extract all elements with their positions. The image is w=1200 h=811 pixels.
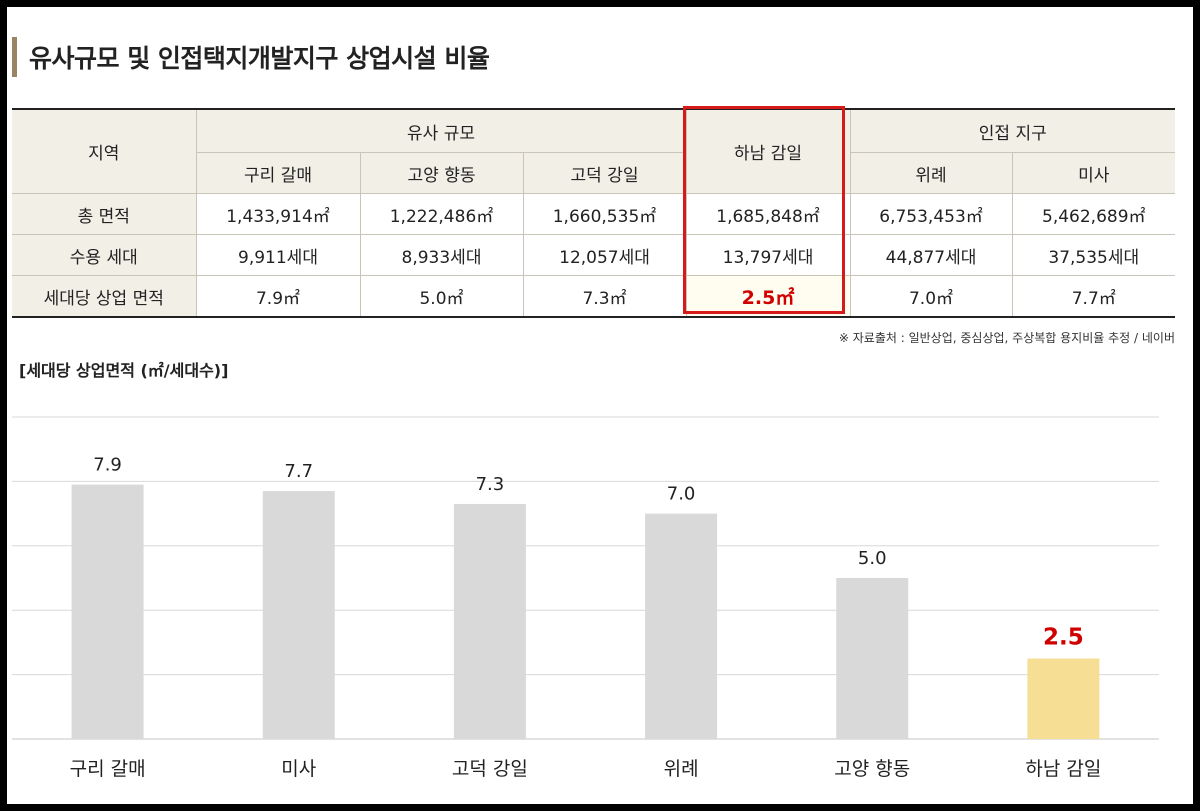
table-cell: 1,433,914㎡ [195, 193, 361, 235]
chart-bars [71, 484, 1100, 739]
column-header: 고덕 강일 [522, 152, 687, 194]
table-cell: 6,753,453㎡ [849, 193, 1013, 235]
source-note: ※ 자료출처 : 일반상업, 중심상업, 주상복합 용지비율 추정 / 네이버 [838, 331, 1175, 345]
column-header: 구리 갈매 [195, 152, 361, 194]
group-header-adjacent: 인접 지구 [849, 108, 1176, 153]
bar [453, 503, 526, 739]
chart-title: [세대당 상업면적 (㎡/세대수)] [19, 361, 229, 380]
table-cell: 9,911세대 [195, 234, 361, 276]
bar-value-label: 7.3 [476, 474, 505, 495]
table-cell: 12,057세대 [522, 234, 687, 276]
row-label: 세대당 상업 면적 [12, 275, 197, 318]
title-block: 유사규모 및 인접택지개발지구 상업시설 비율 [12, 35, 490, 79]
table-cell: 1,685,848㎡ [685, 193, 851, 235]
comparison-table: 지역 유사 규모 하남 감일 인접 지구 구리 갈매 고양 향동 고덕 강일 위… [12, 108, 1176, 318]
bar [71, 484, 144, 739]
x-tick-label: 미사 [281, 758, 316, 780]
table-cell: 44,877세대 [849, 234, 1013, 276]
row-label: 총 면적 [12, 193, 197, 235]
table-row: 수용 세대 9,911세대 8,933세대 12,057세대 13,797세대 … [12, 234, 1176, 276]
page-frame: 유사규모 및 인접택지개발지구 상업시설 비율 지역 유사 규모 하남 감일 인… [7, 7, 1193, 804]
table-corner-header: 지역 [12, 108, 197, 194]
row-label: 수용 세대 [12, 234, 197, 276]
table-cell: 7.3㎡ [522, 275, 687, 318]
group-header-similar: 유사 규모 [195, 108, 687, 153]
x-tick-label: 고양 향동 [834, 758, 910, 780]
highlight-cell: 2.5㎡ [685, 275, 851, 318]
bar-chart: 7.9 7.7 7.3 7.0 5.0 2.5 구리 갈매 미사 고덕 강일 위례 고양 향동 하남… [12, 416, 1159, 780]
bar [645, 513, 718, 739]
group-header-hanam: 하남 감일 [685, 108, 851, 194]
x-tick-label: 위례 [664, 758, 699, 780]
x-tick-label: 고덕 강일 [452, 758, 528, 780]
table-cell: 7.7㎡ [1011, 275, 1176, 318]
bar-value-label: 7.0 [667, 484, 696, 505]
bar [836, 578, 909, 739]
table-cell: 1,222,486㎡ [359, 193, 524, 235]
bar [1027, 658, 1100, 739]
table-row: 세대당 상업 면적 7.9㎡ 5.0㎡ 7.3㎡ 2.5㎡ 7.0㎡ 7.7㎡ [12, 275, 1176, 318]
table-header-row: 지역 유사 규모 하남 감일 인접 지구 [12, 108, 1176, 194]
bar [262, 491, 335, 739]
column-header: 고양 향동 [359, 152, 524, 194]
page-title: 유사규모 및 인접택지개발지구 상업시설 비율 [29, 44, 490, 73]
table-row: 총 면적 1,433,914㎡ 1,222,486㎡ 1,660,535㎡ 1,… [12, 193, 1176, 235]
table-cell: 13,797세대 [685, 234, 851, 276]
bar-value-label: 7.7 [284, 461, 313, 482]
x-tick-label: 구리 갈매 [70, 758, 146, 780]
table-subheader-row: 구리 갈매 고양 향동 고덕 강일 위례 미사 [12, 152, 1176, 194]
table-cell: 5.0㎡ [359, 275, 524, 318]
column-header: 미사 [1011, 152, 1176, 194]
bar-value-label: 5.0 [858, 548, 887, 569]
chart-grid [12, 416, 1159, 740]
chart-value-labels: 7.9 7.7 7.3 7.0 5.0 2.5 [93, 455, 1084, 651]
column-header: 위례 [849, 152, 1013, 194]
table-cell: 7.0㎡ [849, 275, 1013, 318]
bar-value-label: 2.5 [1043, 625, 1084, 651]
x-tick-label: 하남 감일 [1025, 758, 1101, 780]
table-cell: 37,535세대 [1011, 234, 1176, 276]
table-cell: 7.9㎡ [195, 275, 361, 318]
table-cell: 8,933세대 [359, 234, 524, 276]
table-cell: 5,462,689㎡ [1011, 193, 1176, 235]
bar-value-label: 7.9 [93, 455, 122, 476]
title-accent-bar [12, 37, 17, 77]
table-cell: 1,660,535㎡ [522, 193, 687, 235]
chart-x-labels: 구리 갈매 미사 고덕 강일 위례 고양 향동 하남 감일 [70, 758, 1102, 780]
